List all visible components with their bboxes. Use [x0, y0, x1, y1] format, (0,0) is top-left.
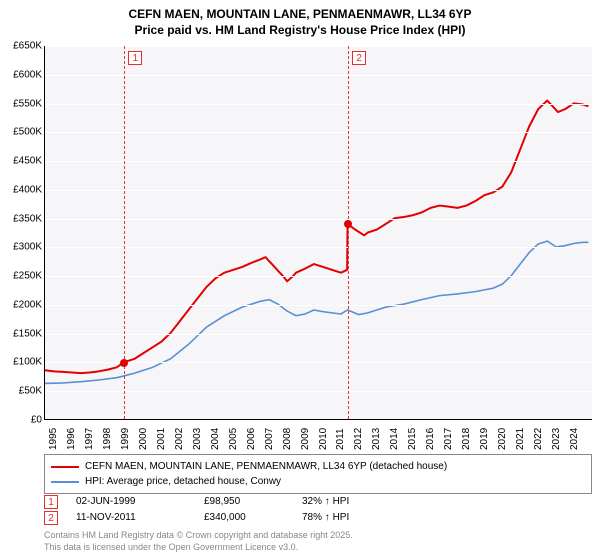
gridline: [45, 190, 592, 191]
y-tick-label: £600K: [2, 69, 42, 80]
gridline: [45, 276, 592, 277]
y-tick-label: £100K: [2, 357, 42, 368]
x-tick-label: 2011: [335, 428, 346, 450]
legend-item: HPI: Average price, detached house, Conw…: [51, 474, 585, 489]
x-tick-label: 1998: [102, 428, 113, 450]
legend: CEFN MAEN, MOUNTAIN LANE, PENMAENMAWR, L…: [44, 454, 592, 494]
x-tick-label: 2000: [138, 428, 149, 450]
gridline: [45, 75, 592, 76]
event-dot-icon: [120, 359, 128, 367]
y-tick-label: £200K: [2, 299, 42, 310]
x-tick-label: 2015: [407, 428, 418, 450]
gridline: [45, 334, 592, 335]
x-tick-label: 2004: [210, 428, 221, 450]
gridline: [45, 391, 592, 392]
event-marker-icon: 1: [44, 495, 58, 509]
x-tick-label: 2002: [174, 428, 185, 450]
y-tick-label: £250K: [2, 271, 42, 282]
x-tick-label: 1999: [120, 428, 131, 450]
x-tick-label: 2024: [569, 428, 580, 450]
attribution-line: This data is licensed under the Open Gov…: [44, 542, 353, 554]
y-tick-label: £650K: [2, 41, 42, 52]
gridline: [45, 161, 592, 162]
x-tick-label: 2003: [192, 428, 203, 450]
x-tick-label: 2008: [282, 428, 293, 450]
event-line: [348, 46, 349, 419]
gridline: [45, 247, 592, 248]
x-tick-label: 2001: [156, 428, 167, 450]
y-tick-label: £500K: [2, 127, 42, 138]
event-row: 1 02-JUN-1999 £98,950 32% ↑ HPI: [44, 494, 592, 510]
legend-swatch: [51, 466, 79, 468]
event-price: £340,000: [204, 510, 284, 526]
event-dot-icon: [344, 220, 352, 228]
x-tick-label: 2023: [551, 428, 562, 450]
x-tick-label: 2013: [371, 428, 382, 450]
x-tick-label: 2005: [228, 428, 239, 450]
x-tick-label: 2022: [533, 428, 544, 450]
x-tick-label: 2014: [389, 428, 400, 450]
series-line-price_paid: [45, 101, 588, 374]
y-tick-label: £300K: [2, 242, 42, 253]
plot-area: 12: [44, 46, 592, 420]
x-tick-label: 2017: [443, 428, 454, 450]
event-price: £98,950: [204, 494, 284, 510]
event-delta: 78% ↑ HPI: [302, 510, 382, 526]
x-tick-label: 2009: [300, 428, 311, 450]
gridline: [45, 219, 592, 220]
event-marker-icon: 2: [352, 51, 366, 65]
x-tick-label: 2016: [425, 428, 436, 450]
x-tick-label: 2020: [497, 428, 508, 450]
y-tick-label: £150K: [2, 328, 42, 339]
y-tick-label: £0: [2, 415, 42, 426]
event-delta: 32% ↑ HPI: [302, 494, 382, 510]
legend-item: CEFN MAEN, MOUNTAIN LANE, PENMAENMAWR, L…: [51, 459, 585, 474]
x-tick-label: 2018: [461, 428, 472, 450]
x-tick-label: 1997: [84, 428, 95, 450]
x-tick-label: 2007: [264, 428, 275, 450]
title-line-1: CEFN MAEN, MOUNTAIN LANE, PENMAENMAWR, L…: [0, 6, 600, 22]
gridline: [45, 104, 592, 105]
y-tick-label: £450K: [2, 156, 42, 167]
legend-label: HPI: Average price, detached house, Conw…: [85, 474, 281, 489]
x-tick-label: 2006: [246, 428, 257, 450]
event-marker-icon: 1: [128, 51, 142, 65]
x-tick-label: 1995: [48, 428, 59, 450]
x-tick-label: 2019: [479, 428, 490, 450]
legend-swatch: [51, 481, 79, 483]
attribution-line: Contains HM Land Registry data © Crown c…: [44, 530, 353, 542]
y-tick-label: £400K: [2, 184, 42, 195]
events-table: 1 02-JUN-1999 £98,950 32% ↑ HPI 2 11-NOV…: [44, 494, 592, 526]
attribution: Contains HM Land Registry data © Crown c…: [44, 530, 353, 553]
gridline: [45, 46, 592, 47]
x-tick-label: 2021: [515, 428, 526, 450]
chart-container: CEFN MAEN, MOUNTAIN LANE, PENMAENMAWR, L…: [0, 0, 600, 560]
y-tick-label: £350K: [2, 213, 42, 224]
event-row: 2 11-NOV-2011 £340,000 78% ↑ HPI: [44, 510, 592, 526]
event-date: 11-NOV-2011: [76, 510, 186, 526]
legend-label: CEFN MAEN, MOUNTAIN LANE, PENMAENMAWR, L…: [85, 459, 447, 474]
y-tick-label: £50K: [2, 386, 42, 397]
x-tick-label: 1996: [66, 428, 77, 450]
title-line-2: Price paid vs. HM Land Registry's House …: [0, 22, 600, 38]
chart-title-block: CEFN MAEN, MOUNTAIN LANE, PENMAENMAWR, L…: [0, 0, 600, 38]
gridline: [45, 305, 592, 306]
event-date: 02-JUN-1999: [76, 494, 186, 510]
x-tick-label: 2012: [353, 428, 364, 450]
y-tick-label: £550K: [2, 98, 42, 109]
gridline: [45, 132, 592, 133]
x-tick-label: 2010: [318, 428, 329, 450]
event-marker-icon: 2: [44, 511, 58, 525]
